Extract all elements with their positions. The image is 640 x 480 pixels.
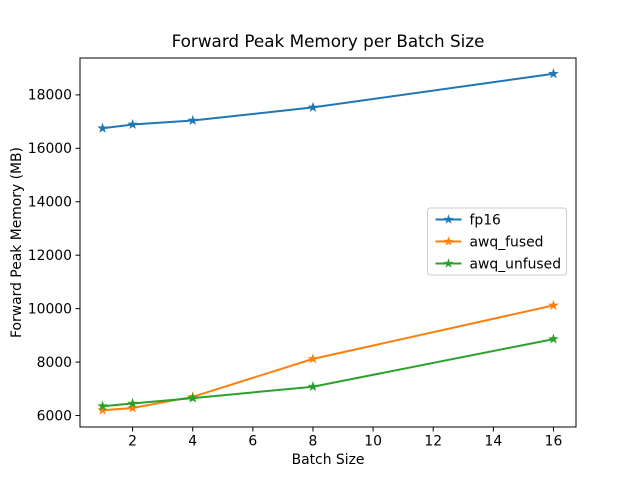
x-tick-label: 4 bbox=[188, 434, 197, 450]
x-tick-label: 10 bbox=[364, 434, 382, 450]
legend-marker-awq_fused bbox=[443, 236, 454, 246]
legend-label-fp16: fp16 bbox=[470, 212, 501, 228]
legend-label-awq_unfused: awq_unfused bbox=[470, 256, 562, 272]
x-tick-label: 2 bbox=[128, 434, 137, 450]
x-tick-label: 16 bbox=[545, 434, 563, 450]
y-tick-label: 16000 bbox=[28, 141, 72, 157]
y-tick-label: 8000 bbox=[37, 355, 72, 371]
series-marker-awq_unfused bbox=[548, 333, 559, 344]
series-marker-fp16 bbox=[548, 68, 559, 79]
x-tick-label: 14 bbox=[484, 434, 502, 450]
series-marker-awq_unfused bbox=[187, 392, 199, 403]
series-marker-fp16 bbox=[127, 118, 138, 130]
series-marker-awq_fused bbox=[127, 402, 138, 413]
series-line-awq_fused bbox=[101, 304, 555, 412]
legend-marker-fp16 bbox=[443, 214, 454, 224]
x-tick-label: 12 bbox=[424, 434, 442, 450]
legend-frame bbox=[427, 207, 567, 276]
series-marker-awq_fused bbox=[548, 299, 559, 310]
y-tick-label: 6000 bbox=[37, 408, 72, 424]
plot-area: 2 4 6 8 10 12 14 16 6000 8000 10000 12000 14000 16000… bbox=[28, 57, 577, 450]
y-tick-label: 14000 bbox=[28, 195, 72, 211]
y-tick-label: 18000 bbox=[28, 88, 72, 104]
series-marker-awq_unfused bbox=[307, 381, 319, 392]
x-axis-label: Batch Size bbox=[292, 452, 365, 468]
series-marker-awq_fused bbox=[97, 404, 108, 415]
series-line-fp16 bbox=[101, 72, 555, 130]
series-marker-fp16 bbox=[187, 114, 199, 126]
series-marker-fp16 bbox=[97, 122, 108, 133]
series-marker-awq_unfused bbox=[127, 397, 138, 409]
series-marker-awq_unfused bbox=[97, 400, 108, 411]
legend: fp16 awq_fused awq_unfused bbox=[427, 207, 567, 276]
series-line-awq_unfused bbox=[101, 338, 555, 408]
x-tick-label: 6 bbox=[248, 434, 257, 450]
y-axis-label: Forward Peak Memory (MB) bbox=[9, 147, 25, 338]
legend-label-awq_fused: awq_fused bbox=[470, 234, 544, 250]
y-tick-label: 12000 bbox=[28, 248, 72, 264]
y-tick-label: 10000 bbox=[28, 301, 72, 317]
series-layer bbox=[97, 68, 559, 415]
series-marker-awq_fused bbox=[307, 353, 319, 364]
x-tick-label: 8 bbox=[309, 434, 318, 450]
chart-title: Forward Peak Memory per Batch Size bbox=[172, 31, 485, 51]
legend-marker-awq_unfused bbox=[443, 258, 454, 268]
axes-spines bbox=[79, 57, 577, 428]
series-marker-fp16 bbox=[307, 101, 319, 112]
